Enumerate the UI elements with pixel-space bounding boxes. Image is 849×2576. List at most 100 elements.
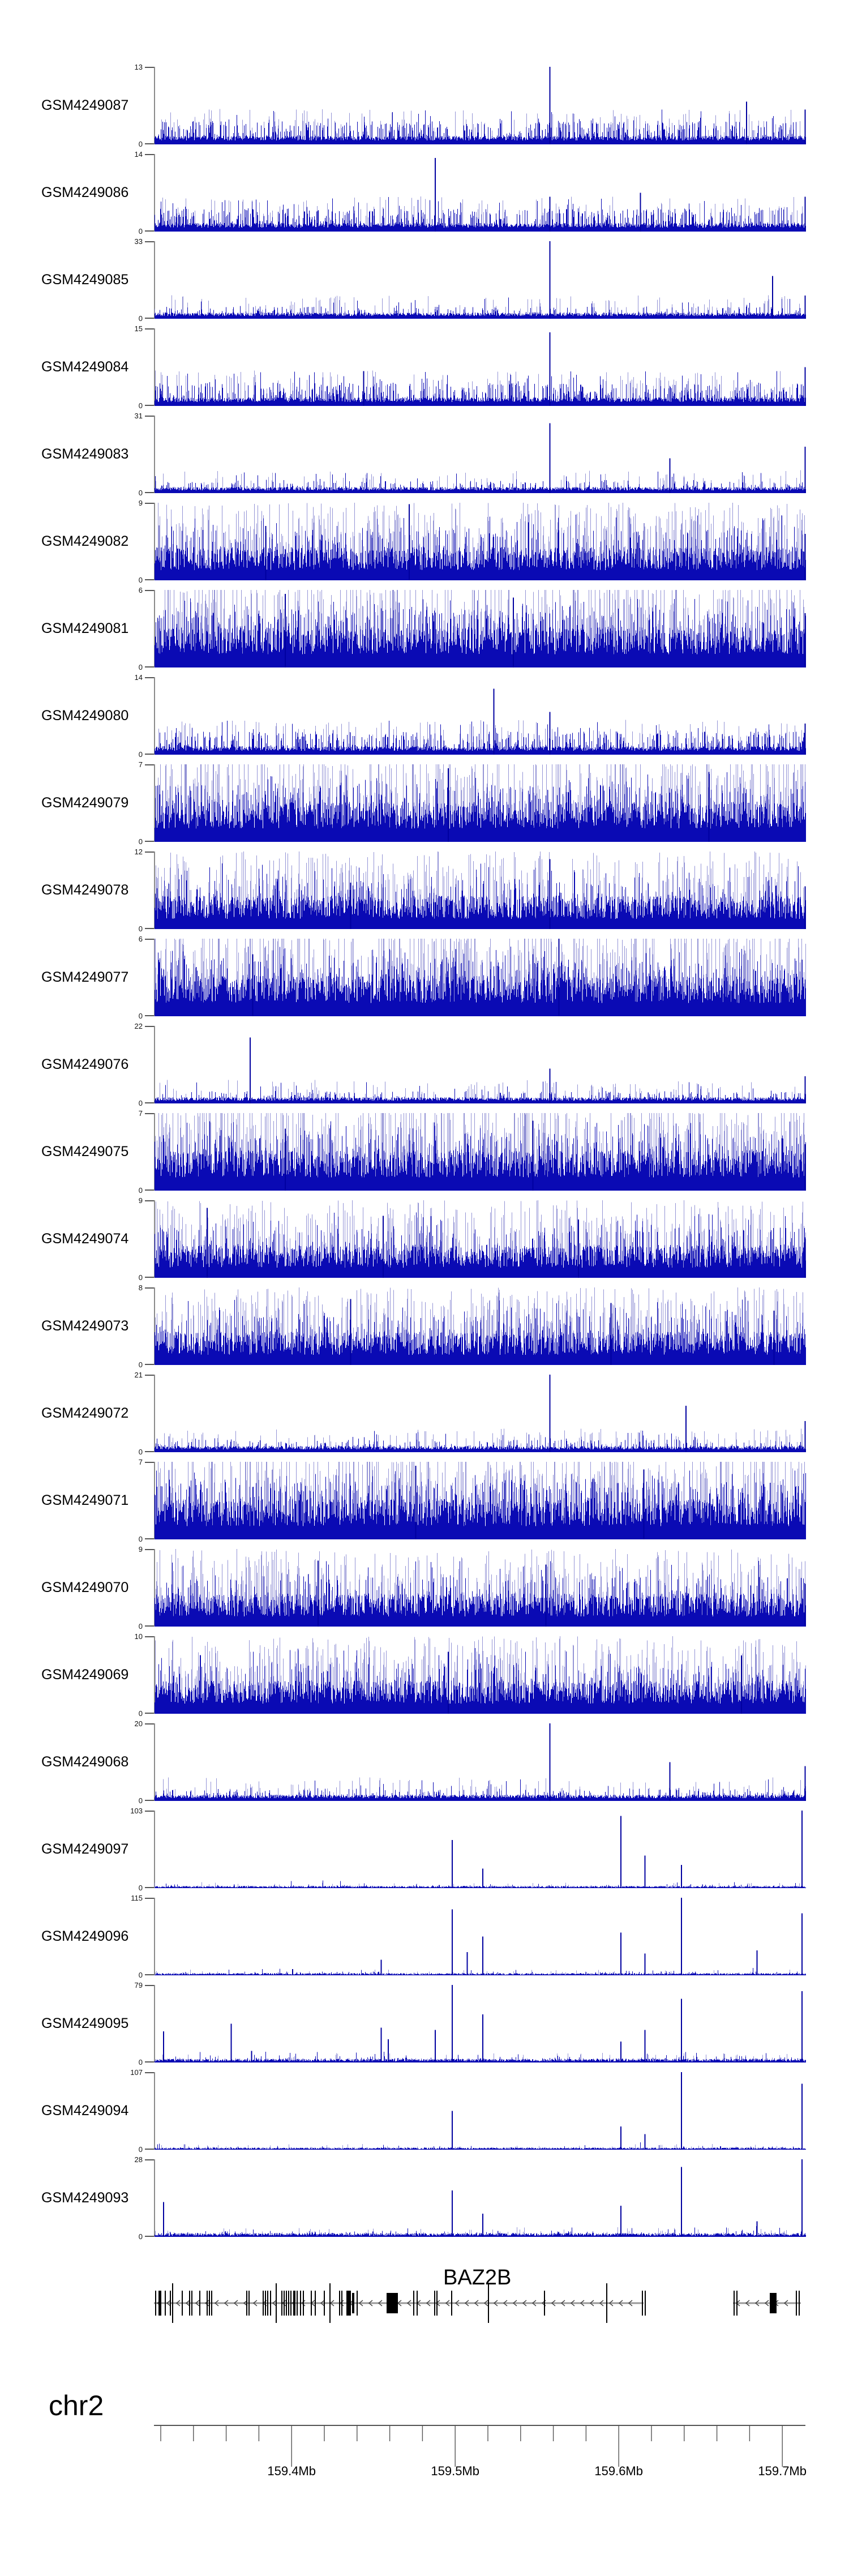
chromosome-label: chr2 [49, 2390, 104, 2421]
track-ymin-label: 0 [138, 663, 143, 671]
coverage-bars [155, 946, 806, 1016]
y-axis-zero-tick [145, 1189, 154, 1191]
coverage-plot [155, 332, 806, 406]
y-axis-line [154, 241, 155, 319]
gene-exon [170, 2291, 171, 2316]
gene-exon [297, 2291, 298, 2316]
gene-exon [265, 2291, 266, 2316]
gene-exon [451, 2291, 452, 2316]
track-label: GSM4249085 [41, 271, 129, 288]
gene-exon [165, 2291, 166, 2316]
track-label: GSM4249079 [41, 794, 129, 811]
track-row: GSM4249077 6 0 [0, 935, 849, 1020]
y-axis-top-tick [145, 851, 154, 853]
y-axis-line [154, 1549, 155, 1627]
track-label: GSM4249095 [41, 2015, 129, 2031]
track-ymax-label: 9 [138, 1196, 143, 1205]
track-label: GSM4249068 [41, 1753, 129, 1770]
track-ymin-label: 0 [138, 314, 143, 323]
y-axis-zero-tick [145, 1713, 154, 1714]
track-ymax-label: 13 [134, 63, 143, 71]
coverage-bars [155, 1648, 806, 1714]
y-axis-zero-tick [145, 492, 154, 493]
coverage-bars [155, 863, 806, 929]
y-axis-zero-tick [145, 841, 154, 842]
y-axis-top-tick [145, 1113, 154, 1114]
y-axis-top-tick [145, 1723, 154, 1725]
coverage-plot [155, 1037, 806, 1103]
coverage-bars [155, 720, 806, 755]
track-label: GSM4249077 [41, 969, 129, 985]
track-ymax-label: 7 [138, 1109, 143, 1118]
ruler-tick-label: 159.4Mb [267, 2464, 316, 2478]
track-ymin-label: 0 [138, 1186, 143, 1195]
track-row: GSM4249082 9 0 [0, 499, 849, 584]
track-label: GSM4249073 [41, 1317, 129, 1334]
coverage-plot [155, 1723, 806, 1801]
y-axis-top-tick [145, 241, 154, 242]
track-label: GSM4249081 [41, 620, 129, 636]
gene-exon [300, 2291, 301, 2316]
gene-exon [770, 2293, 777, 2313]
coverage-plot [155, 423, 806, 493]
track-label: GSM4249094 [41, 2102, 129, 2119]
y-axis-line [154, 154, 155, 232]
track-ymax-label: 10 [134, 1632, 143, 1641]
track-label: GSM4249080 [41, 707, 129, 724]
coverage-plot [155, 503, 806, 580]
light-bars [156, 1549, 806, 1627]
y-axis-line [154, 1375, 155, 1452]
track-ymax-label: 79 [134, 1981, 143, 1989]
coverage-plot [155, 1985, 806, 2062]
y-axis-top-tick [145, 1200, 154, 1201]
track-ymax-label: 12 [134, 848, 143, 856]
track-row: GSM4249085 33 0 [0, 237, 849, 323]
gene-exon [155, 2291, 156, 2316]
gene-exon [263, 2291, 264, 2316]
gene-exon [281, 2291, 282, 2316]
track-ymin-label: 0 [138, 1360, 143, 1369]
coverage-bars [155, 109, 806, 144]
track-label: GSM4249084 [41, 358, 129, 375]
y-axis-zero-tick [145, 1277, 154, 1278]
gene-exon [199, 2291, 200, 2316]
y-axis-line [154, 416, 155, 493]
track-ymax-label: 6 [138, 935, 143, 943]
peak-bars [549, 241, 806, 319]
track-row: GSM4249071 7 0 [0, 1458, 849, 1543]
y-axis-top-tick [145, 1811, 154, 1812]
gene-exon [288, 2291, 289, 2316]
coverage-bars [155, 297, 806, 319]
coverage-bars [155, 598, 806, 667]
coverage-plot [155, 1811, 806, 1888]
track-row: GSM4249081 6 0 [0, 586, 849, 671]
y-axis-top-tick [145, 1287, 154, 1289]
track-ymax-label: 14 [134, 673, 143, 682]
track-row: GSM4249087 13 0 [0, 63, 849, 148]
peak-bars [549, 1723, 806, 1801]
coverage-plot [155, 851, 806, 929]
coverage-bars [155, 2051, 806, 2062]
y-axis-top-tick [145, 154, 154, 155]
coverage-plot [155, 1636, 806, 1714]
y-axis-top-tick [145, 416, 154, 417]
coverage-bars [155, 2142, 806, 2150]
track-ymin-label: 0 [138, 1622, 143, 1631]
gene-exon [270, 2291, 271, 2316]
peak-bars [291, 1898, 803, 1975]
gene-exon [341, 2291, 342, 2316]
track-row: GSM4249079 7 0 [0, 760, 849, 846]
gene-exon [799, 2291, 800, 2316]
gene-exon [645, 2291, 646, 2316]
track-ymin-label: 0 [138, 2232, 143, 2241]
light-bars [155, 370, 804, 406]
track-row: GSM4249068 20 0 [0, 1719, 849, 1805]
gene-exon [286, 2291, 287, 2316]
track-label: GSM4249096 [41, 1928, 129, 1944]
track-ymin-label: 0 [138, 1884, 143, 1892]
chromosome-ruler [154, 2425, 805, 2467]
track-row: GSM4249069 10 0 [0, 1632, 849, 1718]
gene-exon [158, 2291, 161, 2316]
y-axis-line [154, 1636, 155, 1714]
coverage-plot [155, 1375, 806, 1452]
